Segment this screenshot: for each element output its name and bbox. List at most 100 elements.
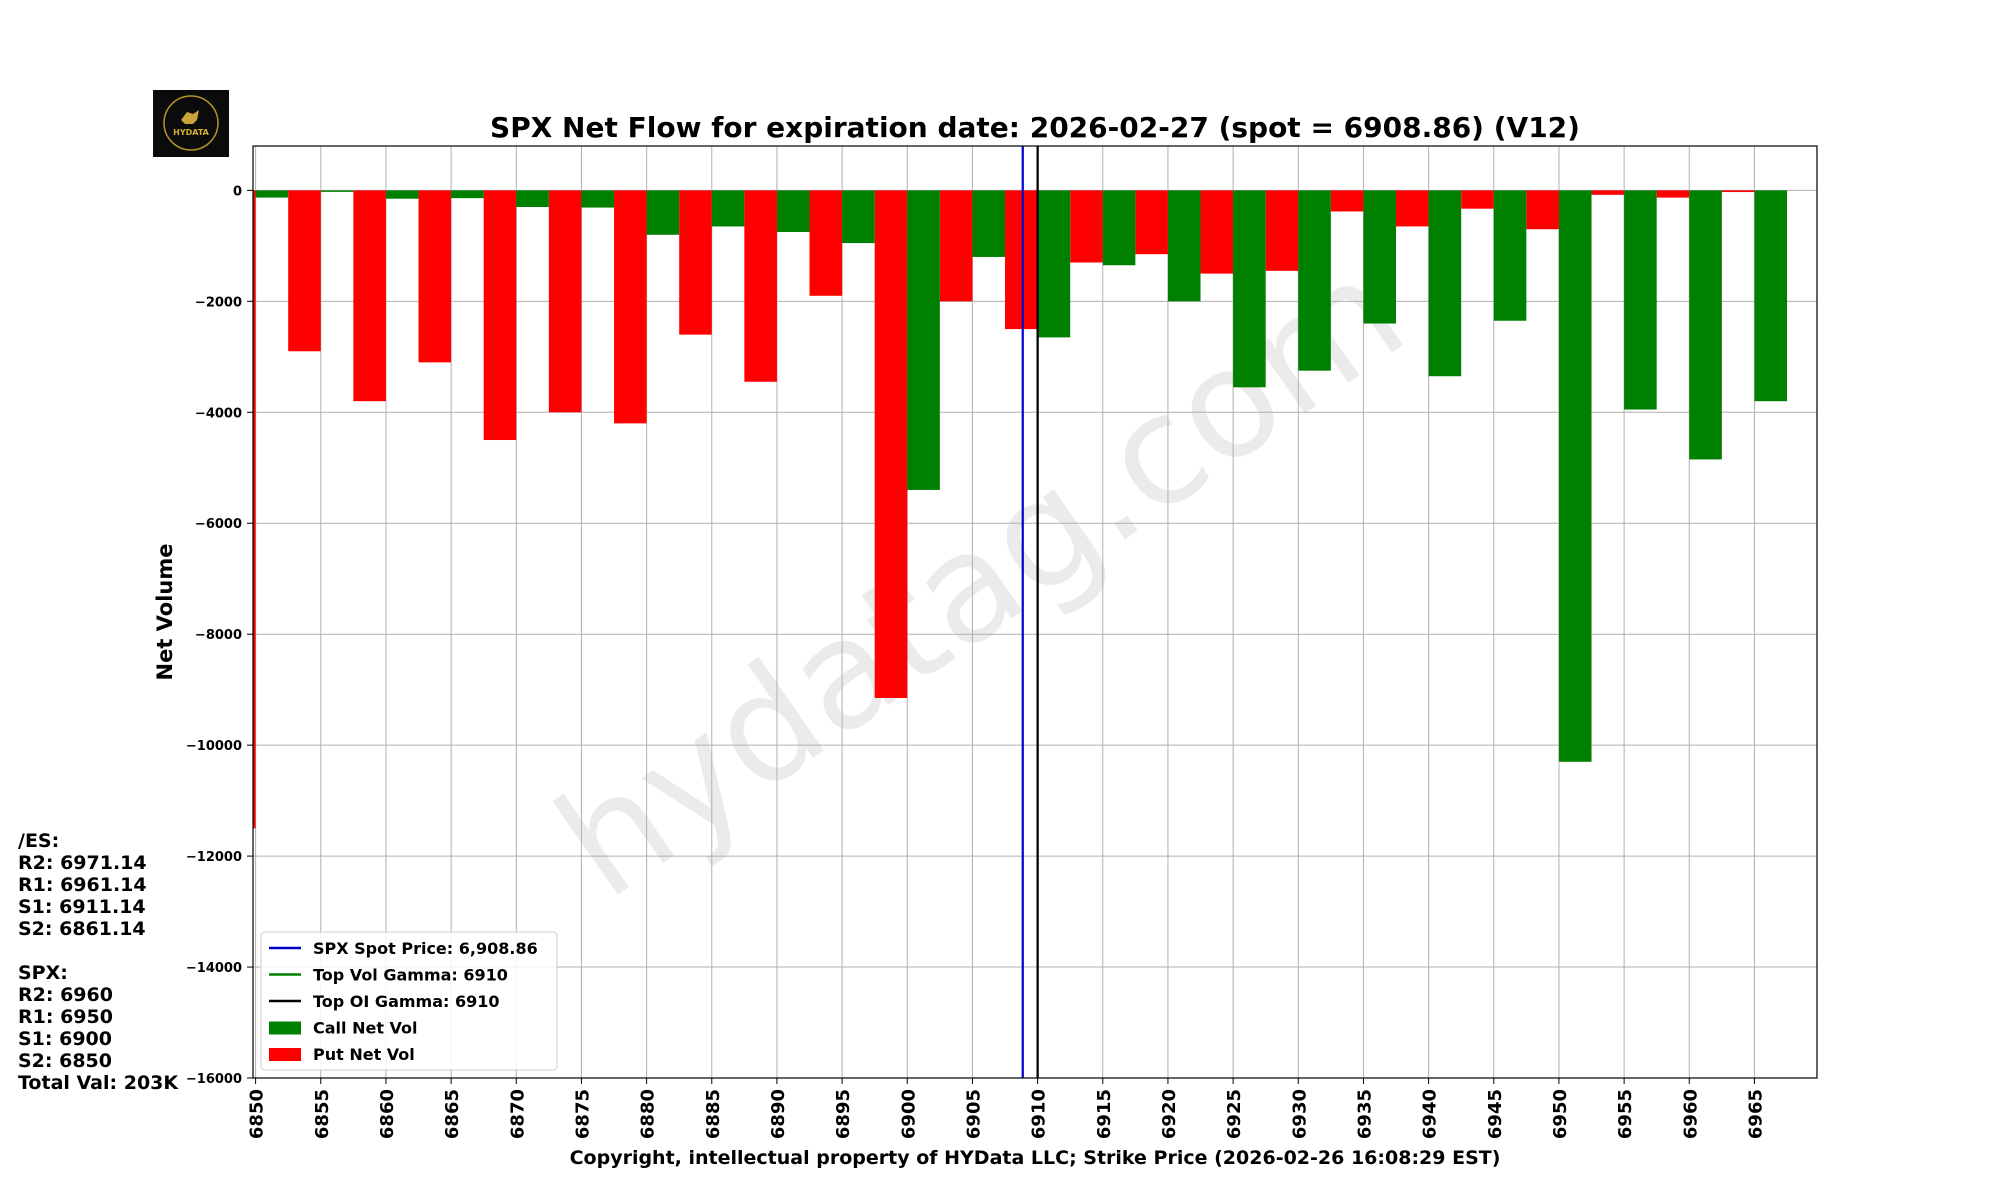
legend-patch-swatch [269,1048,301,1061]
put-bar [1005,190,1038,330]
total-value: Total Val: 203K [18,1072,179,1094]
plot-frame [252,145,1818,1079]
call-bar [1754,190,1788,402]
es-header: /ES: [18,830,60,852]
call-bar [646,190,680,235]
bars [253,190,1788,829]
legend-label: Put Net Vol [313,1045,415,1064]
call-bar [385,190,419,199]
call-bar [972,190,1006,257]
x-tick-label: 6860 [377,1089,398,1139]
es-level: R2: 6971.14 [18,852,147,874]
x-tick-label: 6880 [638,1089,659,1139]
logo-emblem-icon: HYDATA [163,95,219,151]
call-bar [320,190,354,192]
x-tick-label: 6870 [507,1089,528,1139]
chart-title: SPX Net Flow for expiration date: 2026-0… [490,111,1580,144]
x-tick-label: 6885 [703,1089,724,1139]
call-bar [1689,190,1722,460]
x-tick-label: 6910 [1029,1089,1050,1139]
put-bar [483,190,517,441]
call-bar [1624,190,1657,410]
x-tick-label: 6915 [1094,1089,1115,1139]
x-tick-label: 6875 [572,1089,593,1139]
call-bar [842,190,875,244]
put-bar [1135,190,1168,255]
x-tick-label: 6905 [963,1089,984,1139]
x-tick-label: 6900 [898,1089,919,1139]
call-bar [1037,190,1071,338]
es-level: R1: 6961.14 [18,874,147,896]
call-bar [581,190,615,208]
legend-box [260,931,558,1071]
put-bar [874,190,908,698]
put-bar [1461,190,1494,209]
y-tick-label: 0 [233,184,242,199]
put-bar [939,190,973,302]
x-tick-label: 6940 [1420,1089,1441,1139]
y-tick-label: −16000 [186,1072,242,1087]
x-tick-label: 6960 [1680,1089,1701,1139]
logo-text: HYDATA [173,128,210,137]
put-bar [253,190,256,829]
y-tick-label: −6000 [195,517,242,532]
spx-level: S2: 6850 [18,1050,112,1072]
x-tick-label: 6930 [1289,1089,1310,1139]
call-bar [255,190,289,198]
put-bar [288,190,321,352]
axis-ticks: 0 −2000 −4000 −6000 −8000 −10000 −12000 −14000 −… [186,184,1767,1139]
spx-level: S1: 6900 [18,1028,112,1050]
call-bar [451,190,484,199]
hydata-logo: HYDATA [153,90,229,157]
put-bar [1200,190,1234,274]
call-bar [711,190,745,227]
call-bar [907,190,940,490]
put-bar [1656,190,1690,198]
call-bar [1428,190,1462,377]
y-axis-label: Net Volume [153,544,177,681]
x-tick-label: 6950 [1550,1089,1571,1139]
levels-panel: /ES: R2: 6971.14 R1: 6961.14 S1: 6911.14… [18,830,178,1094]
legend-label: Call Net Vol [313,1019,418,1038]
x-axis-label: Copyright, intellectual property of HYDa… [570,1147,1501,1169]
call-bar [1298,190,1331,371]
call-bar [1493,190,1527,321]
x-tick-label: 6935 [1354,1089,1375,1139]
put-bar [679,190,712,335]
put-bar [1591,190,1625,195]
y-tick-label: −8000 [195,628,242,643]
put-bar [1396,190,1429,227]
put-bar [548,190,582,413]
x-tick-label: 6855 [312,1089,333,1139]
legend-label: SPX Spot Price: 6,908.86 [313,939,538,958]
x-tick-label: 6955 [1615,1089,1636,1139]
x-tick-label: 6850 [247,1089,268,1139]
call-bar [516,190,549,208]
legend: SPX Spot Price: 6,908.86 Top Vol Gamma: 6… [260,931,558,1071]
x-tick-label: 6965 [1745,1089,1766,1139]
y-tick-label: −4000 [195,406,242,421]
call-bar [1363,190,1397,324]
reference-lines [1021,146,1039,1078]
x-tick-label: 6895 [833,1089,854,1139]
call-bar [1558,190,1592,762]
y-tick-label: −12000 [186,850,242,865]
put-bar [614,190,647,424]
put-bar [1526,190,1559,230]
legend-label: Top OI Gamma: 6910 [313,992,500,1011]
put-bar [353,190,386,402]
legend-label: Top Vol Gamma: 6910 [313,966,508,985]
spx-header: SPX: [18,962,68,984]
call-bar [1233,190,1266,388]
put-bar [744,190,777,382]
y-tick-label: −14000 [186,961,242,976]
es-level: S1: 6911.14 [18,896,146,918]
legend-patch-swatch [269,1021,301,1035]
put-bar [1330,190,1364,212]
put-bar [1070,190,1103,263]
put-bar [418,190,452,363]
x-tick-label: 6920 [1159,1089,1180,1139]
call-bar [1167,190,1201,302]
spx-level: R1: 6950 [18,1006,113,1028]
